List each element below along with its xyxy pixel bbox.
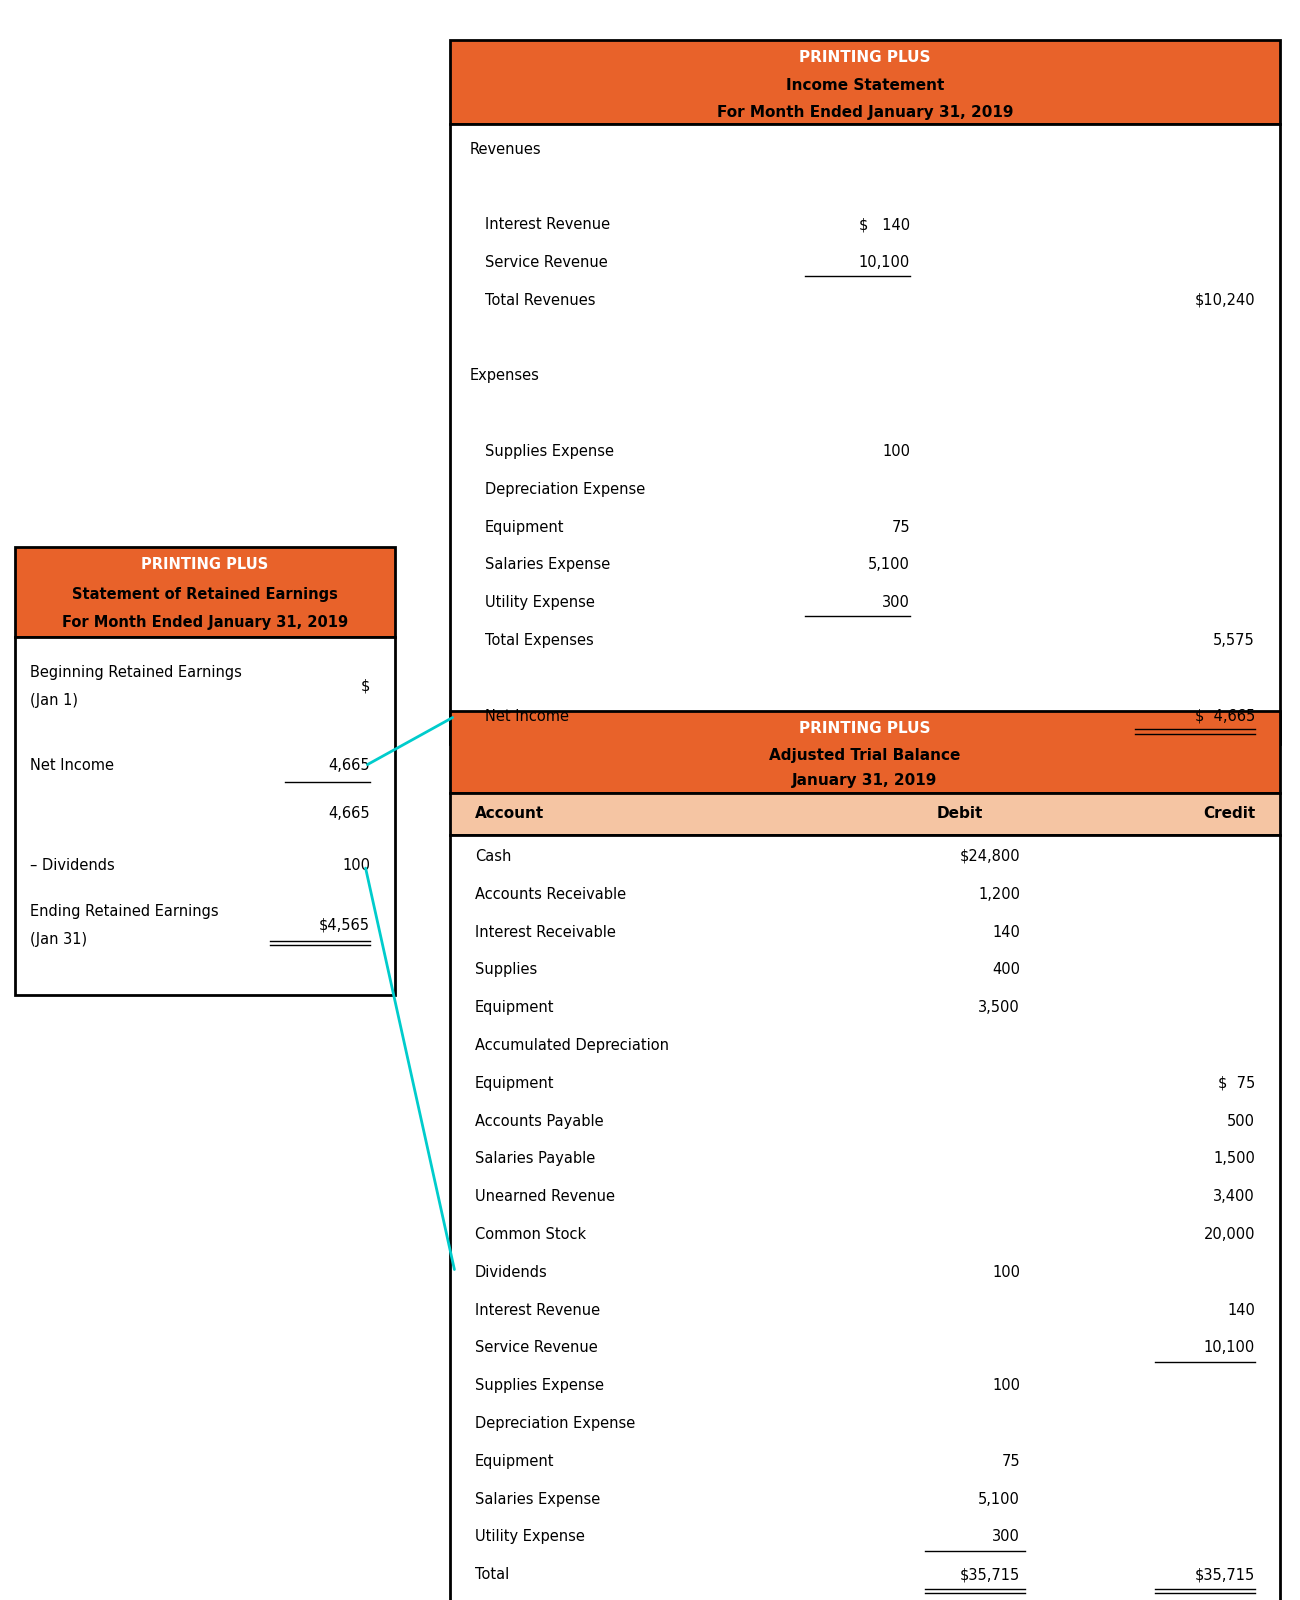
Text: Dividends: Dividends <box>474 1264 547 1280</box>
Text: $  4,665: $ 4,665 <box>1195 709 1254 723</box>
Text: Depreciation Expense: Depreciation Expense <box>485 482 645 498</box>
Text: Statement of Retained Earnings: Statement of Retained Earnings <box>72 587 338 602</box>
FancyBboxPatch shape <box>450 835 1280 1600</box>
Text: 300: 300 <box>992 1530 1020 1544</box>
Text: 75: 75 <box>892 520 910 534</box>
Text: $4,565: $4,565 <box>318 917 370 933</box>
Text: Cash: Cash <box>474 850 511 864</box>
Text: Salaries Payable: Salaries Payable <box>474 1152 595 1166</box>
Text: Income Statement: Income Statement <box>785 78 944 93</box>
Text: 5,575: 5,575 <box>1213 634 1254 648</box>
FancyBboxPatch shape <box>450 125 1280 744</box>
Text: Net Income: Net Income <box>30 758 114 773</box>
Text: Interest Revenue: Interest Revenue <box>485 218 610 232</box>
Text: Total Expenses: Total Expenses <box>485 634 594 648</box>
Text: Accumulated Depreciation: Accumulated Depreciation <box>474 1038 670 1053</box>
Text: Equipment: Equipment <box>474 1075 555 1091</box>
Text: 5,100: 5,100 <box>978 1491 1021 1507</box>
Text: Expenses: Expenses <box>471 368 540 384</box>
Text: 140: 140 <box>992 925 1020 939</box>
Text: Beginning Retained Earnings: Beginning Retained Earnings <box>30 666 242 680</box>
Text: 100: 100 <box>992 1264 1020 1280</box>
Text: Salaries Expense: Salaries Expense <box>474 1491 601 1507</box>
Text: 100: 100 <box>342 858 370 874</box>
Text: Interest Revenue: Interest Revenue <box>474 1302 601 1317</box>
Text: Ending Retained Earnings: Ending Retained Earnings <box>30 904 218 918</box>
Text: Supplies Expense: Supplies Expense <box>485 445 614 459</box>
Text: Supplies: Supplies <box>474 962 537 978</box>
Text: $35,715: $35,715 <box>959 1566 1020 1582</box>
Text: Supplies Expense: Supplies Expense <box>474 1378 604 1394</box>
FancyBboxPatch shape <box>16 637 395 995</box>
Text: Equipment: Equipment <box>474 1000 555 1014</box>
Text: – Dividends: – Dividends <box>30 858 114 874</box>
Text: PRINTING PLUS: PRINTING PLUS <box>800 720 931 736</box>
Text: January 31, 2019: January 31, 2019 <box>792 773 937 789</box>
Text: (Jan 1): (Jan 1) <box>30 693 78 707</box>
Text: 300: 300 <box>883 595 910 610</box>
Text: Equipment: Equipment <box>485 520 564 534</box>
Text: $: $ <box>360 678 370 694</box>
Text: Account: Account <box>474 806 545 821</box>
Text: For Month Ended January 31, 2019: For Month Ended January 31, 2019 <box>716 106 1013 120</box>
Text: Interest Receivable: Interest Receivable <box>474 925 616 939</box>
Text: Service Revenue: Service Revenue <box>474 1341 598 1355</box>
Text: $35,715: $35,715 <box>1195 1566 1254 1582</box>
Text: Salaries Expense: Salaries Expense <box>485 557 610 573</box>
Text: Net Income: Net Income <box>485 709 569 723</box>
Text: 20,000: 20,000 <box>1204 1227 1254 1242</box>
Text: 1,500: 1,500 <box>1213 1152 1254 1166</box>
FancyBboxPatch shape <box>16 547 395 637</box>
Text: $10,240: $10,240 <box>1195 293 1254 307</box>
Text: Depreciation Expense: Depreciation Expense <box>474 1416 636 1430</box>
Text: 100: 100 <box>881 445 910 459</box>
Text: $  75: $ 75 <box>1218 1075 1254 1091</box>
Text: PRINTING PLUS: PRINTING PLUS <box>142 557 269 573</box>
Text: Total Revenues: Total Revenues <box>485 293 595 307</box>
Text: Accounts Receivable: Accounts Receivable <box>474 886 627 902</box>
Text: Utility Expense: Utility Expense <box>474 1530 585 1544</box>
Text: Service Revenue: Service Revenue <box>485 254 608 270</box>
Text: 4,665: 4,665 <box>329 806 370 821</box>
Text: (Jan 31): (Jan 31) <box>30 931 87 947</box>
Text: Total: Total <box>474 1566 510 1582</box>
Text: Adjusted Trial Balance: Adjusted Trial Balance <box>770 749 961 763</box>
Text: Common Stock: Common Stock <box>474 1227 586 1242</box>
Text: 5,100: 5,100 <box>868 557 910 573</box>
FancyBboxPatch shape <box>450 792 1280 835</box>
Text: 100: 100 <box>992 1378 1020 1394</box>
Text: 400: 400 <box>992 962 1020 978</box>
Text: Accounts Payable: Accounts Payable <box>474 1114 603 1128</box>
Text: For Month Ended January 31, 2019: For Month Ended January 31, 2019 <box>62 614 348 630</box>
Text: 140: 140 <box>1227 1302 1254 1317</box>
Text: Utility Expense: Utility Expense <box>485 595 595 610</box>
Text: 500: 500 <box>1227 1114 1254 1128</box>
Text: 1,200: 1,200 <box>978 886 1021 902</box>
Text: $24,800: $24,800 <box>959 850 1020 864</box>
Text: Credit: Credit <box>1202 806 1254 821</box>
Text: Equipment: Equipment <box>474 1454 555 1469</box>
Text: 75: 75 <box>1001 1454 1020 1469</box>
Text: Revenues: Revenues <box>471 142 542 157</box>
Text: Debit: Debit <box>937 806 983 821</box>
Text: 4,665: 4,665 <box>329 758 370 773</box>
Text: 10,100: 10,100 <box>1204 1341 1254 1355</box>
Text: 3,400: 3,400 <box>1213 1189 1254 1205</box>
Text: PRINTING PLUS: PRINTING PLUS <box>800 50 931 66</box>
Text: $   140: $ 140 <box>859 218 910 232</box>
FancyBboxPatch shape <box>450 40 1280 125</box>
Text: Unearned Revenue: Unearned Revenue <box>474 1189 615 1205</box>
Text: 10,100: 10,100 <box>859 254 910 270</box>
Text: 3,500: 3,500 <box>978 1000 1021 1014</box>
FancyBboxPatch shape <box>450 712 1280 792</box>
